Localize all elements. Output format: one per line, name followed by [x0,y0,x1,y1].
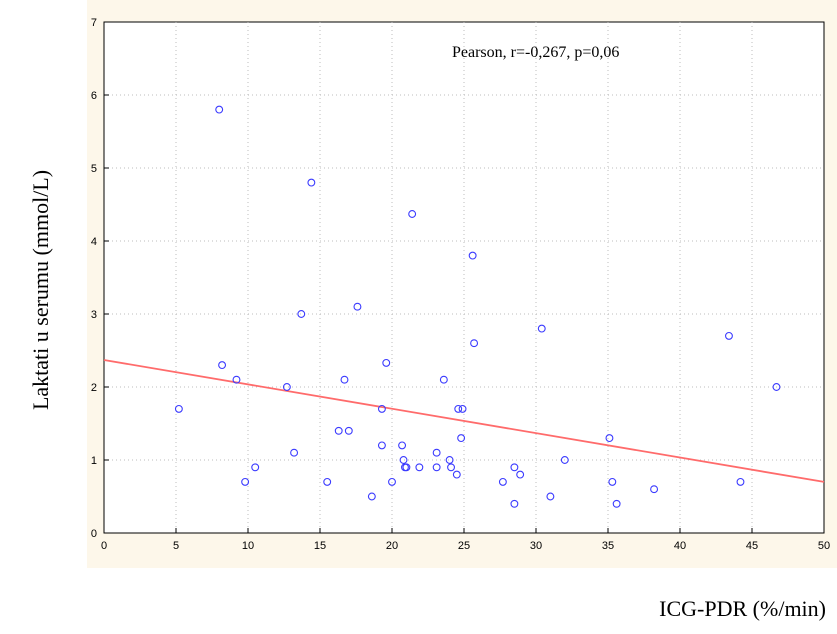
data-point [340,375,349,384]
y-tick-label: 4 [91,236,97,248]
data-point [454,404,463,413]
data-point [218,361,227,370]
y-tick-label: 0 [91,528,97,540]
data-point [510,499,519,508]
data-point [725,331,733,340]
data-point [516,470,525,479]
data-point [377,404,386,413]
data-point [432,463,441,472]
data-point [297,310,306,318]
x-tick-label: 35 [602,540,614,552]
data-point [432,448,441,457]
data-point [468,251,477,260]
data-point [537,324,546,333]
data-point [458,404,467,413]
data-point [447,463,455,472]
data-point [367,492,376,501]
x-tick-label: 30 [530,540,542,552]
regression-line [103,359,825,483]
data-point [232,375,241,384]
data-point [445,456,454,464]
data-point [457,434,466,443]
data-point [307,178,316,187]
data-point [377,441,386,450]
x-tick-label: 50 [818,540,830,552]
grid-lines [104,22,824,533]
data-point [398,441,407,450]
data-point [608,477,617,486]
x-tick-label: 15 [314,540,326,552]
data-point [439,375,448,384]
x-axis-title: ICG-PDR (%/min) [659,596,826,621]
data-point [388,477,396,486]
y-tick-label: 6 [91,90,97,102]
y-tick-label: 7 [91,17,97,29]
data-point [215,105,224,114]
correlation-annotation: Pearson, r=-0,267, p=0,06 [452,44,619,61]
data-point [353,302,362,311]
data-point [399,456,408,464]
data-point [402,463,411,472]
data-point [605,434,614,443]
data-point [498,477,507,486]
data-point [382,358,391,367]
y-tick-label: 1 [91,455,97,467]
data-point [772,383,781,391]
data-point [546,492,555,501]
data-point [452,470,461,479]
data-point [174,404,183,413]
data-point [560,456,569,464]
x-tick-label: 45 [746,540,758,552]
data-point [334,426,343,435]
x-tick-label: 40 [674,540,686,552]
plot-area [103,21,825,534]
data-point [282,383,291,391]
y-axis-title: Laktati u serumu (mmol/L) [28,170,53,410]
data-points [174,105,781,508]
data-point [612,499,621,508]
data-point [344,426,353,435]
data-point [323,477,332,486]
data-point [650,485,659,494]
data-point [470,339,479,348]
data-point [736,477,745,486]
y-tick-label: 3 [91,309,97,321]
y-tick-label: 2 [91,382,97,394]
data-point [241,477,250,486]
x-tick-label: 20 [386,540,398,552]
y-tick-label: 5 [91,163,97,175]
data-point [408,210,417,218]
data-point [290,448,299,457]
x-tick-label: 5 [173,540,179,552]
data-point [251,463,260,472]
data-point [415,463,424,472]
x-tick-label: 25 [458,540,470,552]
x-tick-label: 0 [101,540,107,552]
x-tick-label: 10 [242,540,254,552]
data-point [510,463,519,472]
